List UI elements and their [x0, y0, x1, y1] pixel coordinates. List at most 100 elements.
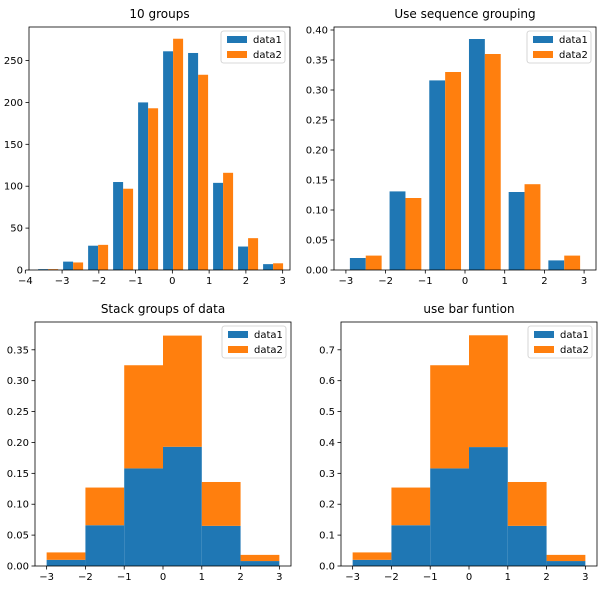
y-tick-label: 0.15: [306, 176, 328, 187]
x-tick-label: −3: [55, 276, 70, 287]
bar-data1-bin-3: [88, 245, 99, 270]
x-tick-label: 0: [466, 572, 472, 583]
x-tick-label: 1: [505, 572, 511, 583]
bar-data1-bin-5: [508, 192, 525, 270]
bar-data2-bin-4: [484, 54, 501, 270]
bar-data2-bin-3: [124, 365, 163, 469]
legend-swatch-data1: [227, 36, 247, 43]
legend-swatch-data1: [534, 331, 554, 338]
y-tick-label: 0.25: [306, 116, 328, 127]
y-tick-label: 50: [10, 224, 23, 235]
bar-data1-bin-3: [124, 468, 163, 566]
chart-panel-3: −3 −2 −1 0 1 2 3 0.00 0.05 0.10 0.15 0.20 0.25 0.30 0.…: [7, 302, 292, 583]
bar-data2-bin-5: [507, 481, 547, 526]
bar-data2-bin-6: [240, 554, 280, 562]
y-tick-label: 150: [4, 140, 23, 151]
bar-data2-bin-2: [391, 487, 431, 526]
x-tick-label: −1: [117, 572, 132, 583]
bar-data1-bin-4: [469, 447, 508, 566]
y-tick-label: 0.20: [7, 438, 29, 449]
legend-label-data2: data2: [560, 345, 589, 356]
bar-data2-bin-2: [73, 262, 84, 270]
y-tick-label: 0.7: [319, 345, 335, 356]
chart-panel-2: −3 −2 −1 0 1 2 3 0.00 0.05 0.10 0.15 0.20 0.25 0.30 0.…: [306, 7, 597, 287]
bars-group: [352, 335, 586, 566]
legend-label-data1: data1: [254, 330, 283, 341]
x-tick-label: 3: [582, 572, 588, 583]
y-tick-label: 0.40: [306, 26, 328, 37]
x-tick-label: 1: [502, 276, 508, 287]
legend-swatch-data1: [533, 36, 553, 43]
bar-data2-bin-6: [546, 554, 586, 562]
y-tick-label: 0.1: [319, 531, 335, 542]
chart-panel-4: −3 −2 −1 0 1 2 3 0.0 0.1 0.2 0.3 0.4 0.5 0.6 0.7 use ba…: [319, 302, 598, 583]
bar-data1-bin-2: [389, 191, 406, 270]
y-tick-label: 0.00: [7, 562, 29, 573]
y-tick-label: 100: [4, 182, 23, 193]
bar-data1-bin-10: [263, 264, 274, 270]
bar-data1-bin-4: [468, 39, 485, 270]
x-tick-label: 0: [160, 572, 166, 583]
bar-data2-bin-6: [173, 38, 184, 270]
bar-data2-bin-6: [564, 255, 581, 270]
bar-data2-bin-1: [46, 552, 86, 560]
bar-data2-bin-2: [85, 487, 125, 526]
bar-data1-bin-8: [213, 182, 224, 270]
bar-data2-bin-5: [524, 184, 541, 270]
bar-data1-bin-3: [430, 468, 469, 566]
bar-data1-bin-4: [163, 446, 202, 566]
bar-data1-bin-5: [507, 525, 547, 566]
y-tick-label: 0.25: [7, 407, 29, 418]
bar-data2-bin-4: [163, 335, 202, 447]
bar-data2-bin-3: [430, 365, 469, 469]
chart-title: 10 groups: [129, 7, 189, 21]
x-tick-label: −1: [418, 276, 433, 287]
x-tick-label: 1: [199, 572, 205, 583]
axes-frame: [28, 26, 291, 271]
x-tick-label: −4: [18, 276, 33, 287]
y-tick-label: 0.05: [306, 236, 328, 247]
legend: data1 data2: [527, 325, 593, 359]
bar-data2-bin-1: [365, 255, 382, 270]
bar-data2-bin-4: [123, 188, 134, 270]
chart-title: use bar funtion: [423, 302, 514, 316]
y-tick-label: 0: [17, 266, 23, 277]
x-tick-label: 2: [237, 572, 243, 583]
bar-data1-bin-1: [352, 559, 392, 566]
x-tick-label: −1: [423, 572, 438, 583]
legend: data1 data2: [221, 325, 287, 359]
y-tick-label: 0.35: [7, 345, 29, 356]
bar-data1-bin-1: [38, 269, 49, 270]
y-tick-label: 0.0: [319, 562, 335, 573]
bar-data1-bin-7: [188, 52, 199, 270]
chart-title: Stack groups of data: [101, 302, 225, 316]
bar-data2-bin-8: [223, 172, 234, 270]
legend-swatch-data2: [227, 51, 247, 58]
x-tick-label: 3: [581, 276, 587, 287]
y-tick-label: 0.6: [319, 376, 335, 387]
x-tick-label: −3: [39, 572, 54, 583]
bar-data1-bin-6: [548, 260, 565, 270]
y-tick-label: 0.10: [7, 500, 29, 511]
y-tick-label: 0.3: [319, 469, 335, 480]
legend-label-data2: data2: [254, 345, 283, 356]
bar-data1-bin-1: [46, 559, 86, 566]
x-tick-label: 2: [543, 572, 549, 583]
bar-data1-bin-5: [138, 102, 149, 271]
y-tick-label: 0.00: [306, 266, 328, 277]
legend-swatch-data1: [228, 331, 248, 338]
legend-label-data1: data1: [559, 35, 588, 46]
bar-data2-bin-1: [352, 552, 392, 560]
bar-data2-bin-4: [469, 335, 508, 448]
legend-swatch-data2: [228, 346, 248, 353]
x-tick-label: −3: [339, 276, 354, 287]
bars-group: [349, 39, 581, 271]
bar-data1-bin-5: [201, 525, 241, 566]
bar-data2-bin-2: [405, 198, 422, 270]
y-tick-label: 0.05: [7, 531, 29, 542]
y-tick-label: 0.30: [7, 376, 29, 387]
y-tick-label: 0.5: [319, 407, 335, 418]
legend-label-data1: data1: [560, 330, 589, 341]
bar-data1-bin-6: [546, 561, 586, 566]
